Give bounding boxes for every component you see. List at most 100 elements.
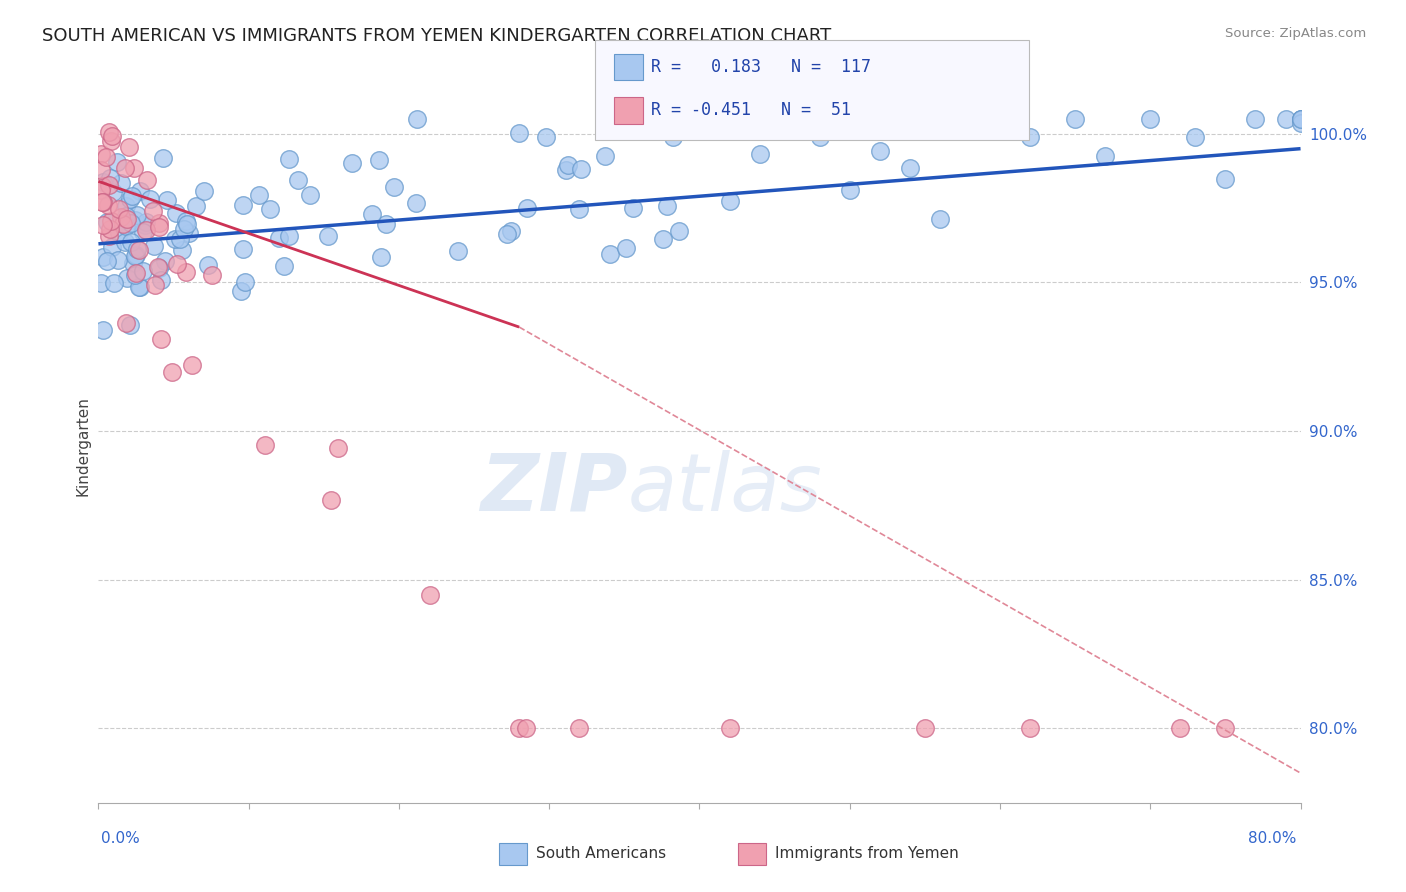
Point bbox=[748, 147, 770, 161]
Point bbox=[568, 722, 591, 736]
Point bbox=[98, 178, 121, 193]
Point bbox=[124, 268, 146, 283]
Point bbox=[91, 250, 114, 264]
Point bbox=[326, 441, 349, 455]
Point bbox=[127, 209, 149, 223]
Point bbox=[149, 273, 172, 287]
Point bbox=[160, 365, 183, 379]
Point bbox=[163, 231, 186, 245]
Point bbox=[91, 323, 114, 337]
Point bbox=[186, 199, 208, 213]
Point bbox=[1170, 722, 1192, 736]
Text: 80.0%: 80.0% bbox=[1249, 831, 1296, 847]
Point bbox=[128, 279, 150, 293]
Point bbox=[153, 254, 176, 268]
Point bbox=[229, 284, 252, 298]
Point bbox=[621, 201, 644, 215]
Point bbox=[287, 173, 309, 187]
Point bbox=[118, 140, 141, 154]
Point bbox=[515, 722, 537, 736]
Point bbox=[103, 277, 125, 291]
Point bbox=[96, 253, 118, 268]
Y-axis label: Kindergarten: Kindergarten bbox=[75, 396, 90, 496]
Point bbox=[156, 194, 179, 208]
Point bbox=[110, 211, 132, 225]
Point bbox=[142, 239, 165, 253]
Point bbox=[115, 199, 138, 213]
Point bbox=[247, 188, 270, 202]
Point bbox=[516, 201, 538, 215]
Text: Source: ZipAtlas.com: Source: ZipAtlas.com bbox=[1226, 27, 1367, 40]
Point bbox=[273, 259, 295, 273]
Point bbox=[662, 130, 685, 145]
Point bbox=[135, 222, 157, 236]
Point bbox=[599, 247, 621, 261]
Point bbox=[148, 261, 170, 276]
Point bbox=[105, 155, 128, 169]
Point bbox=[115, 219, 138, 233]
Point bbox=[568, 202, 591, 217]
Point bbox=[278, 152, 301, 166]
Point bbox=[536, 129, 558, 144]
Point bbox=[173, 222, 195, 236]
Point bbox=[101, 185, 124, 199]
Point bbox=[193, 184, 215, 198]
Point bbox=[370, 250, 392, 264]
Point bbox=[557, 158, 579, 172]
Point bbox=[595, 149, 617, 163]
Point bbox=[115, 211, 138, 226]
Point bbox=[1215, 722, 1237, 736]
Point bbox=[1019, 129, 1042, 144]
Point bbox=[316, 229, 339, 244]
Point bbox=[180, 358, 202, 372]
Point bbox=[554, 163, 576, 178]
Point bbox=[135, 215, 157, 229]
Point bbox=[132, 263, 155, 277]
Point bbox=[959, 120, 981, 134]
Point bbox=[122, 256, 145, 270]
Point bbox=[108, 202, 131, 216]
Point bbox=[668, 223, 690, 237]
Point bbox=[232, 243, 254, 257]
Point bbox=[898, 161, 921, 176]
Point bbox=[569, 161, 592, 176]
Point bbox=[197, 258, 219, 272]
Point bbox=[170, 243, 193, 257]
Text: R = -0.451   N =  51: R = -0.451 N = 51 bbox=[651, 102, 851, 120]
Point bbox=[125, 267, 148, 281]
Point bbox=[253, 437, 276, 451]
Point bbox=[1274, 112, 1296, 126]
Point bbox=[91, 195, 114, 210]
Text: 0.0%: 0.0% bbox=[101, 831, 141, 847]
Point bbox=[1019, 722, 1042, 736]
Point bbox=[495, 227, 517, 242]
Text: R =   0.183   N =  117: R = 0.183 N = 117 bbox=[651, 58, 870, 76]
Point bbox=[96, 215, 118, 229]
Point bbox=[132, 225, 155, 239]
Point bbox=[166, 257, 188, 271]
Point bbox=[149, 332, 172, 346]
Point bbox=[614, 241, 637, 255]
Point bbox=[90, 162, 112, 177]
Point bbox=[1094, 149, 1116, 163]
Point bbox=[91, 218, 114, 232]
Point bbox=[138, 193, 160, 207]
Point bbox=[375, 217, 398, 231]
Point bbox=[179, 227, 201, 241]
Point bbox=[134, 219, 156, 233]
Point bbox=[501, 224, 523, 238]
Point bbox=[361, 207, 384, 221]
Point bbox=[101, 240, 124, 254]
Point bbox=[869, 144, 891, 158]
Point bbox=[125, 247, 148, 261]
Point bbox=[90, 276, 112, 290]
Point bbox=[120, 192, 142, 206]
Point bbox=[1289, 116, 1312, 130]
Point bbox=[718, 194, 741, 209]
Point bbox=[129, 184, 152, 198]
Point bbox=[98, 229, 121, 244]
Point bbox=[98, 221, 121, 235]
Point bbox=[100, 170, 122, 185]
Point bbox=[108, 227, 131, 241]
Point bbox=[115, 316, 138, 330]
